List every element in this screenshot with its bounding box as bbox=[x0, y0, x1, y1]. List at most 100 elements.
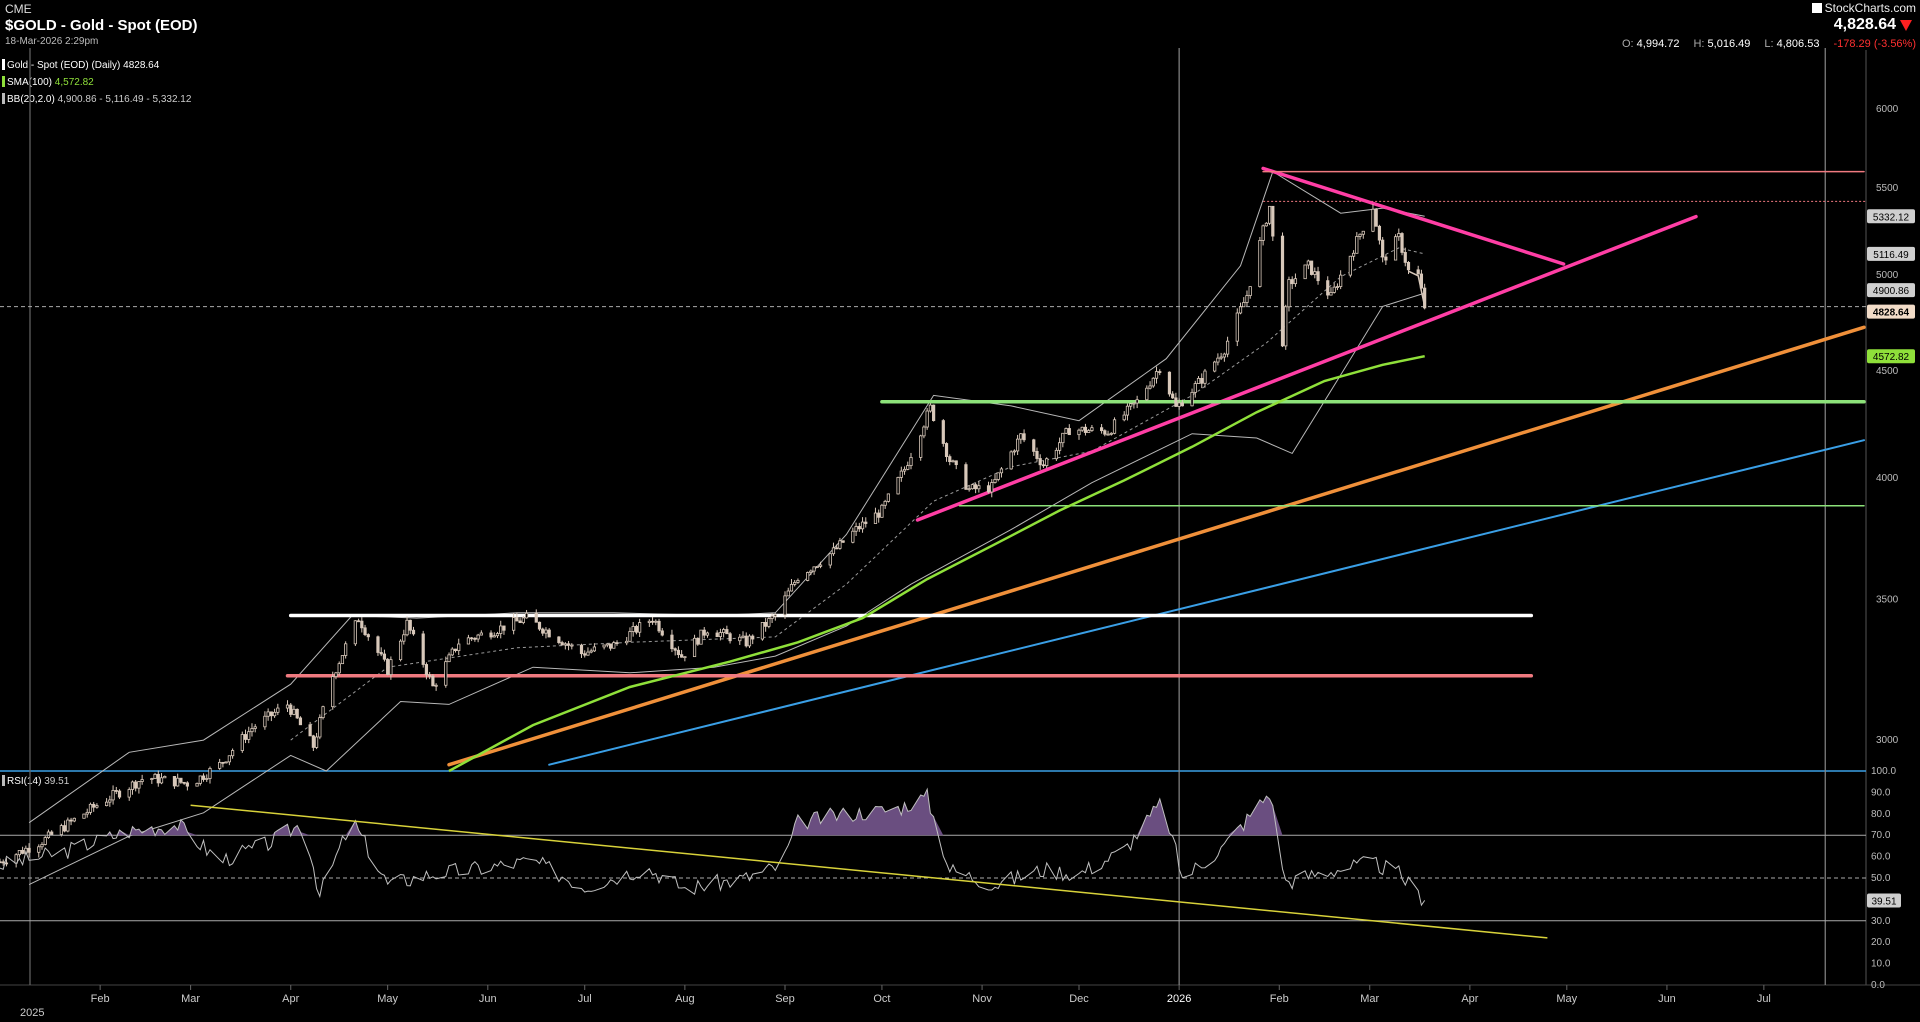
sma-100-line bbox=[448, 354, 1425, 773]
price-candle bbox=[289, 704, 293, 715]
stockcharts-logo[interactable]: StockCharts.com bbox=[1811, 1, 1916, 15]
price-candle bbox=[1083, 426, 1088, 433]
price-candle bbox=[605, 643, 609, 646]
price-candle bbox=[680, 654, 684, 658]
x-tick-label: Jul bbox=[578, 993, 592, 1005]
rsi-yellow-trendline bbox=[190, 804, 1548, 939]
price-candle bbox=[1041, 464, 1046, 467]
price-candle bbox=[428, 674, 432, 677]
price-candle bbox=[489, 632, 493, 638]
chart-date: 18-Mar-2026 2:29pm bbox=[5, 36, 99, 47]
price-candle bbox=[92, 803, 96, 808]
price-candle bbox=[557, 636, 561, 643]
price-candle bbox=[1, 861, 5, 864]
price-candle bbox=[0, 861, 2, 864]
price-candle bbox=[612, 642, 616, 649]
price-candle bbox=[922, 426, 926, 437]
price-candle bbox=[1148, 385, 1152, 389]
price-candle bbox=[247, 731, 251, 740]
price-candle bbox=[360, 620, 364, 629]
price-candle bbox=[137, 781, 141, 789]
price-candle bbox=[50, 831, 54, 835]
price-candle bbox=[579, 644, 584, 655]
x-tick-label: Aug bbox=[675, 993, 695, 1005]
price-candle bbox=[796, 580, 800, 583]
price-candle bbox=[127, 789, 131, 798]
price-candle bbox=[941, 420, 945, 444]
x-tick-label: 2026 bbox=[1167, 993, 1191, 1005]
price-candle bbox=[647, 620, 651, 623]
price-axis-tag bbox=[1867, 209, 1915, 224]
price-candle bbox=[1080, 426, 1084, 431]
price-candle bbox=[1019, 433, 1023, 440]
price-candle bbox=[82, 813, 86, 819]
price-candle bbox=[1125, 405, 1130, 416]
price-candle bbox=[21, 850, 25, 854]
x-tick-label: Jul bbox=[1757, 993, 1771, 1005]
price-candle bbox=[1122, 414, 1126, 421]
price-candle bbox=[476, 634, 480, 640]
price-candle bbox=[1038, 458, 1042, 466]
price-candle bbox=[738, 636, 742, 642]
price-candle bbox=[1238, 306, 1243, 314]
price-candle bbox=[366, 634, 370, 638]
price-candle bbox=[760, 622, 764, 640]
price-candle bbox=[1271, 205, 1275, 237]
price-candle bbox=[909, 456, 913, 467]
price-candle bbox=[295, 708, 299, 719]
price-candle bbox=[285, 704, 290, 709]
price-candle bbox=[770, 615, 774, 619]
price-tick-label: 4000 bbox=[1876, 473, 1899, 484]
price-candle bbox=[990, 482, 994, 493]
price-candle bbox=[650, 620, 655, 623]
price-candle bbox=[266, 711, 270, 717]
price-candle bbox=[182, 781, 186, 784]
price-candle bbox=[683, 656, 687, 659]
price-candle bbox=[179, 777, 183, 783]
blue-trendline bbox=[548, 439, 1865, 766]
price-candle bbox=[1374, 208, 1378, 227]
price-candle bbox=[1371, 208, 1375, 232]
price-candle bbox=[1129, 403, 1133, 407]
price-candle bbox=[340, 655, 345, 665]
price-candle bbox=[1016, 438, 1020, 452]
price-candle bbox=[851, 530, 855, 543]
price-candle bbox=[1393, 236, 1398, 261]
price-candle bbox=[999, 468, 1004, 474]
price-candle bbox=[615, 642, 619, 645]
price-candle bbox=[1174, 397, 1178, 407]
price-candle bbox=[818, 564, 823, 567]
price-candle bbox=[208, 767, 212, 779]
price-candle bbox=[66, 819, 70, 832]
price-candle bbox=[1058, 442, 1062, 451]
price-candle bbox=[864, 521, 868, 524]
price-candle bbox=[130, 781, 135, 790]
price-candle bbox=[886, 493, 890, 502]
price-candle bbox=[744, 635, 748, 647]
price-candle bbox=[560, 642, 564, 646]
price-candle bbox=[1106, 433, 1110, 436]
price-candle bbox=[524, 612, 529, 619]
price-candle bbox=[405, 619, 409, 636]
x-tick-label: Mar bbox=[181, 993, 200, 1005]
price-candle bbox=[654, 620, 658, 623]
price-candle bbox=[812, 566, 816, 572]
price-candle bbox=[502, 625, 506, 631]
price-axis-tag bbox=[1867, 246, 1915, 261]
price-candle bbox=[899, 470, 903, 478]
price-candle bbox=[1303, 264, 1307, 280]
price-candle bbox=[1348, 255, 1352, 276]
price-candle bbox=[1397, 233, 1401, 238]
price-candle bbox=[221, 761, 225, 764]
price-candle bbox=[1339, 274, 1343, 287]
price-candle bbox=[1190, 391, 1194, 407]
price-candle bbox=[512, 617, 516, 631]
price-candle bbox=[88, 803, 93, 813]
x-year-label: 2025 bbox=[20, 1007, 44, 1019]
bb-middle-line bbox=[290, 247, 1425, 741]
price-candle bbox=[1258, 240, 1262, 287]
price-candle bbox=[547, 629, 551, 638]
price-candle bbox=[948, 456, 952, 463]
price-candle bbox=[696, 637, 700, 645]
